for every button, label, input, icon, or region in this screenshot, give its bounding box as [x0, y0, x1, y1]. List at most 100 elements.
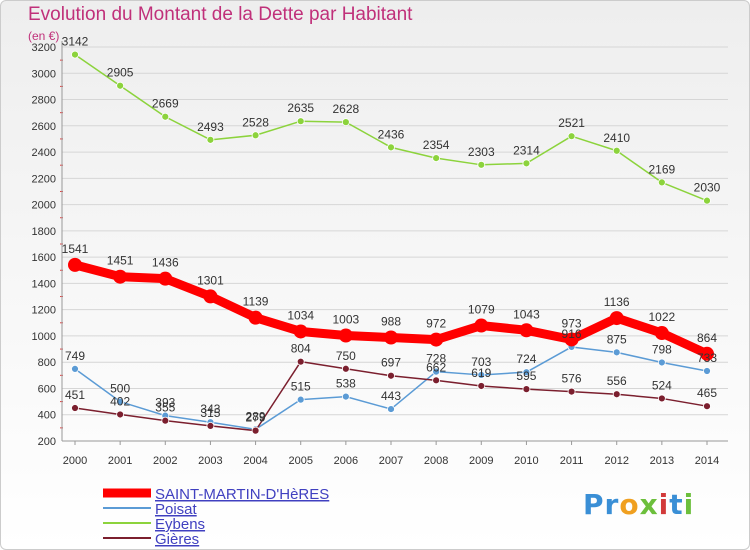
data-point	[161, 112, 170, 121]
data-point	[522, 159, 531, 168]
x-tick-label: 2005	[288, 455, 312, 467]
data-point	[71, 404, 79, 412]
data-label: 2521	[558, 116, 585, 130]
data-label: 355	[155, 401, 175, 415]
data-point	[341, 118, 350, 127]
y-tick-label: 600	[38, 383, 56, 395]
data-label: 3142	[62, 35, 89, 49]
data-label: 279	[246, 411, 266, 425]
x-tick-label: 2000	[63, 455, 87, 467]
data-label: 2303	[468, 145, 495, 159]
x-tick-label: 2009	[469, 455, 493, 467]
data-point	[68, 257, 82, 272]
data-point	[522, 368, 531, 377]
data-point	[474, 318, 489, 333]
data-label: 1301	[197, 273, 224, 287]
data-label: 703	[471, 355, 491, 369]
data-label: 972	[426, 317, 446, 331]
y-tick-label: 2400	[32, 147, 56, 159]
data-point	[206, 135, 215, 144]
data-label: 289	[246, 409, 266, 423]
x-tick-label: 2002	[153, 455, 177, 467]
x-tick-label: 2001	[108, 455, 132, 467]
y-tick-label: 2000	[32, 200, 56, 212]
x-tick-label: 2014	[695, 455, 719, 467]
data-label: 2436	[378, 127, 405, 141]
data-point	[519, 323, 534, 338]
data-label: 728	[426, 352, 446, 366]
data-label: 1436	[152, 256, 179, 270]
data-point	[338, 328, 353, 343]
data-point	[477, 382, 486, 390]
data-label: 515	[291, 380, 311, 394]
chart-unit-label: (en €)	[28, 29, 60, 43]
data-point	[609, 311, 624, 326]
data-point	[387, 405, 395, 413]
data-point	[657, 178, 666, 187]
legend-entry: Gières	[155, 531, 199, 548]
data-point	[703, 196, 711, 205]
data-label: 576	[562, 372, 582, 386]
data-label: 1022	[649, 310, 676, 324]
data-point	[612, 348, 621, 357]
data-label: 2669	[152, 97, 179, 111]
x-tick-label: 2008	[424, 455, 448, 467]
data-point	[703, 402, 711, 411]
x-tick-label: 2007	[379, 455, 403, 467]
data-point	[71, 364, 79, 373]
data-point	[657, 358, 666, 367]
data-label: 443	[381, 389, 401, 403]
data-point	[657, 394, 666, 403]
data-point	[251, 426, 260, 435]
data-point	[567, 387, 576, 396]
legend-entry: Poisat	[155, 501, 198, 518]
data-label: 1541	[62, 242, 89, 256]
x-tick-label: 2003	[198, 455, 222, 467]
data-point	[387, 143, 395, 152]
data-point	[612, 146, 621, 155]
data-label: 393	[155, 396, 175, 410]
data-point	[116, 81, 125, 90]
data-label: 662	[426, 360, 446, 374]
data-point	[248, 310, 263, 325]
data-point	[564, 332, 579, 347]
data-label: 2905	[107, 66, 134, 80]
data-point	[161, 416, 170, 425]
data-label: 916	[562, 327, 582, 341]
data-point	[429, 332, 444, 347]
data-label: 2354	[423, 138, 450, 152]
data-point	[206, 421, 215, 430]
data-label: 864	[697, 331, 717, 345]
data-label: 2493	[197, 120, 224, 134]
data-point	[203, 289, 218, 304]
data-label: 465	[697, 386, 717, 400]
y-tick-label: 800	[38, 357, 56, 369]
data-label: 1003	[333, 313, 360, 327]
y-tick-label: 400	[38, 410, 56, 422]
data-point	[296, 357, 305, 366]
y-tick-label: 1000	[32, 331, 56, 343]
data-point	[296, 117, 305, 126]
data-point	[113, 269, 128, 284]
data-label: 733	[697, 351, 717, 365]
data-label: 2410	[603, 131, 630, 145]
y-tick-label: 1200	[32, 305, 56, 317]
data-point	[567, 132, 576, 141]
x-tick-label: 2011	[560, 455, 584, 467]
data-label: 524	[652, 378, 672, 392]
data-point	[341, 364, 350, 373]
data-point	[703, 367, 711, 375]
data-label: 2528	[242, 115, 269, 129]
data-label: 973	[562, 316, 582, 330]
data-point	[158, 271, 173, 286]
data-label: 595	[516, 369, 536, 383]
y-tick-label: 2200	[32, 173, 56, 185]
data-label: 2030	[694, 181, 721, 195]
data-label: 556	[607, 374, 627, 388]
proxiti-logo: Proxiti	[583, 488, 695, 521]
data-label: 875	[607, 332, 627, 346]
y-tick-label: 2600	[32, 121, 56, 133]
y-tick-label: 1800	[32, 226, 56, 238]
data-point	[384, 330, 398, 345]
